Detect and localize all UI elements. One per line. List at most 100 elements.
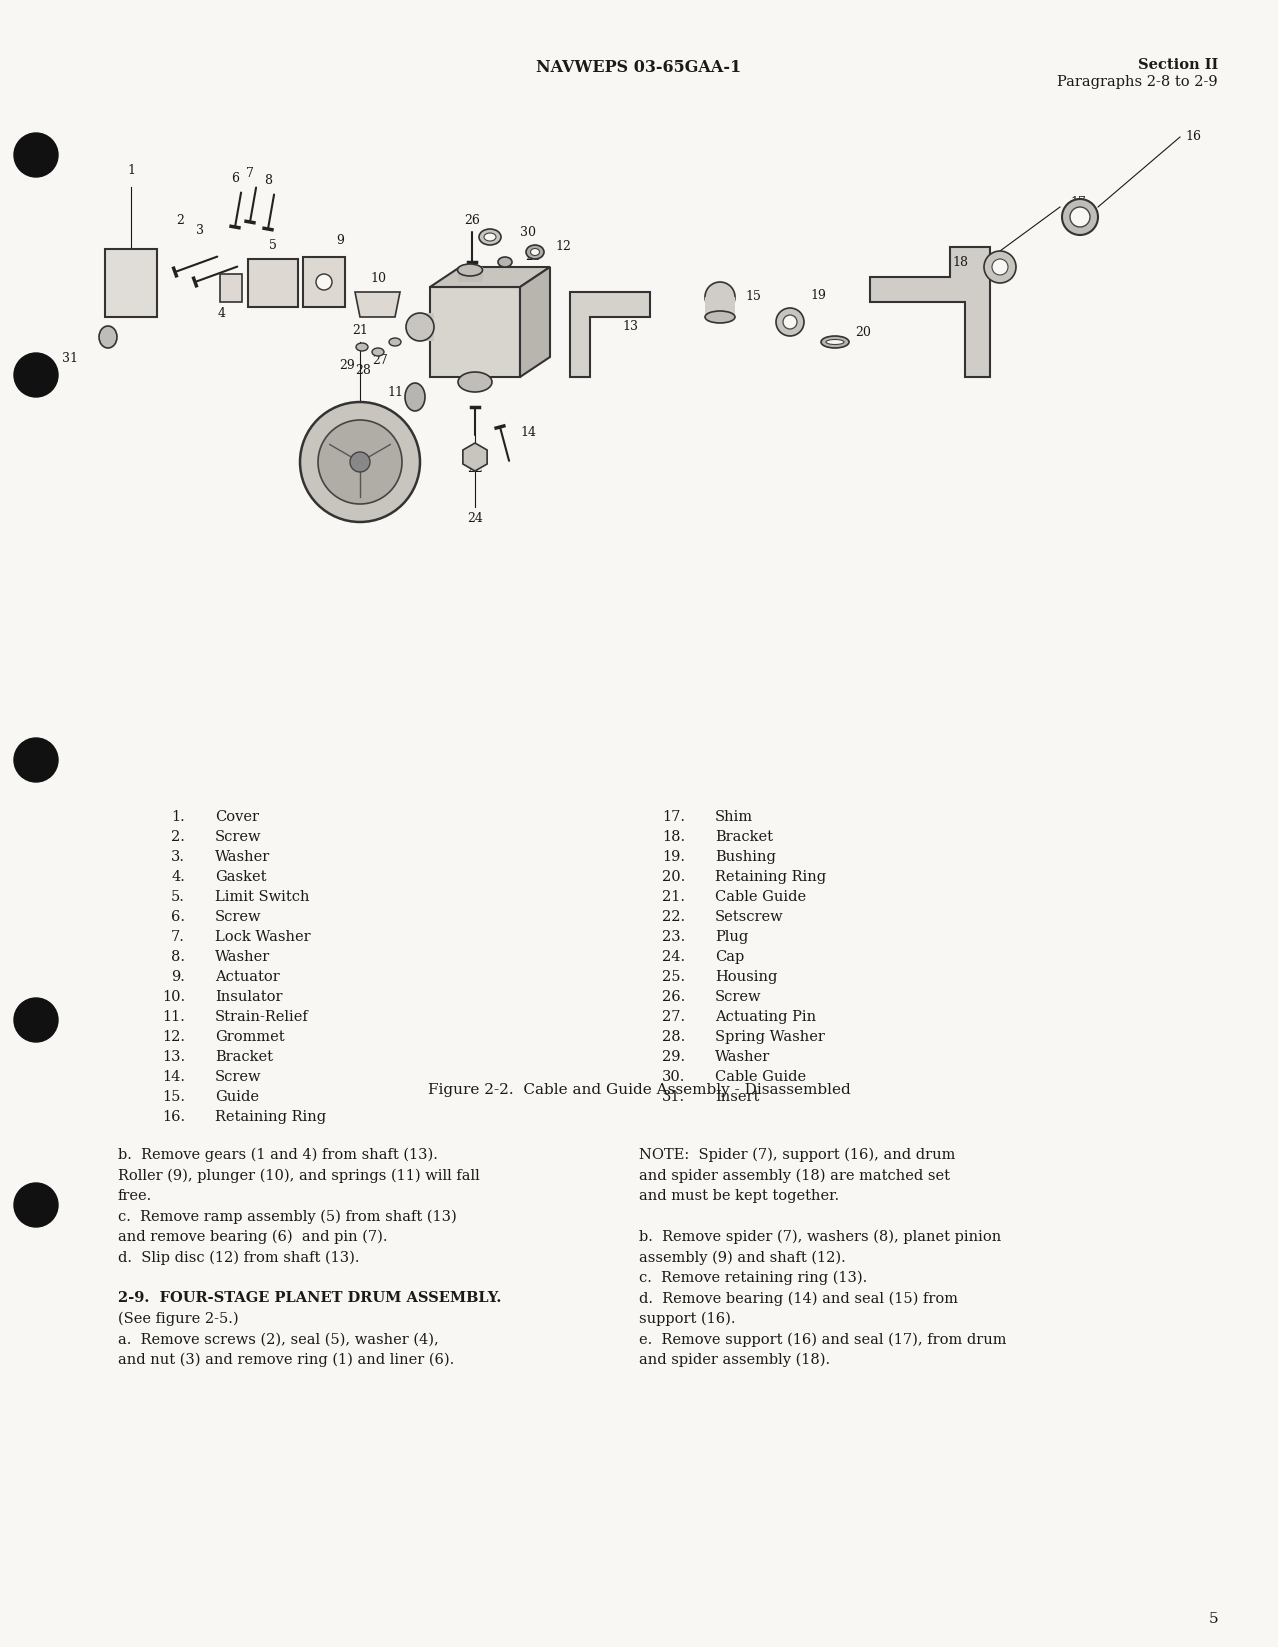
- Text: Screw: Screw: [714, 990, 762, 1005]
- Text: 9.: 9.: [171, 970, 185, 983]
- Bar: [705, 296, 735, 316]
- Text: free.: free.: [118, 1189, 152, 1202]
- Bar: [70, 100, 1210, 530]
- Text: Housing: Housing: [714, 970, 777, 983]
- Text: 26: 26: [464, 214, 481, 227]
- Circle shape: [14, 1183, 58, 1227]
- Polygon shape: [463, 443, 487, 471]
- Text: 21: 21: [351, 324, 368, 338]
- Text: Cable Guide: Cable Guide: [714, 1071, 806, 1084]
- Text: Strain-Relief: Strain-Relief: [215, 1010, 309, 1024]
- Ellipse shape: [527, 245, 544, 259]
- Text: and remove bearing (6)  and pin (7).: and remove bearing (6) and pin (7).: [118, 1230, 387, 1245]
- Text: 15: 15: [745, 290, 760, 303]
- Bar: [420, 313, 435, 341]
- Ellipse shape: [479, 229, 501, 245]
- Text: Grommet: Grommet: [215, 1029, 285, 1044]
- Bar: [220, 273, 242, 301]
- Text: Section II: Section II: [1137, 58, 1218, 72]
- Text: 15.: 15.: [162, 1090, 185, 1103]
- Text: Bracket: Bracket: [714, 830, 773, 843]
- Text: 10.: 10.: [162, 990, 185, 1005]
- Text: Figure 2-2.  Cable and Guide Assembly - Disassembled: Figure 2-2. Cable and Guide Assembly - D…: [428, 1084, 850, 1097]
- Text: 31: 31: [63, 352, 78, 366]
- Text: Limit Switch: Limit Switch: [215, 889, 309, 904]
- Text: 6: 6: [231, 171, 239, 184]
- Text: 11.: 11.: [162, 1010, 185, 1024]
- Text: 1.: 1.: [171, 810, 185, 824]
- Ellipse shape: [705, 311, 735, 323]
- Text: 8.: 8.: [171, 950, 185, 963]
- Text: 3: 3: [196, 224, 204, 237]
- Text: Washer: Washer: [714, 1051, 771, 1064]
- Text: 7.: 7.: [171, 931, 185, 944]
- Text: 28.: 28.: [662, 1029, 685, 1044]
- Text: Retaining Ring: Retaining Ring: [215, 1110, 326, 1123]
- Text: 24.: 24.: [662, 950, 685, 963]
- Text: 30: 30: [520, 226, 535, 239]
- Text: 10: 10: [371, 272, 386, 285]
- Text: Guide: Guide: [215, 1090, 259, 1103]
- Text: NOTE:  Spider (7), support (16), and drum: NOTE: Spider (7), support (16), and drum: [639, 1148, 956, 1163]
- Text: 18: 18: [952, 255, 967, 268]
- Text: 20.: 20.: [662, 870, 685, 884]
- Circle shape: [350, 451, 371, 473]
- Text: 1: 1: [127, 165, 135, 176]
- Text: (See figure 2-5.): (See figure 2-5.): [118, 1313, 239, 1326]
- Text: 20: 20: [855, 326, 870, 339]
- Text: 22: 22: [468, 463, 483, 474]
- Text: 3.: 3.: [171, 850, 185, 865]
- Text: assembly (9) and shaft (12).: assembly (9) and shaft (12).: [639, 1250, 846, 1265]
- Circle shape: [14, 738, 58, 782]
- Text: 29.: 29.: [662, 1051, 685, 1064]
- Text: Bracket: Bracket: [215, 1051, 273, 1064]
- Polygon shape: [429, 267, 550, 287]
- Text: 24: 24: [466, 512, 483, 525]
- Text: 19.: 19.: [662, 850, 685, 865]
- Ellipse shape: [783, 315, 797, 329]
- Text: Gasket: Gasket: [215, 870, 267, 884]
- Polygon shape: [429, 287, 520, 377]
- Text: Screw: Screw: [215, 830, 262, 843]
- Text: and spider assembly (18).: and spider assembly (18).: [639, 1352, 831, 1367]
- Text: 28: 28: [355, 364, 371, 377]
- Text: 14.: 14.: [162, 1071, 185, 1084]
- Text: 13: 13: [622, 321, 638, 333]
- Polygon shape: [570, 292, 651, 377]
- Text: 30.: 30.: [662, 1071, 685, 1084]
- Ellipse shape: [98, 326, 118, 348]
- Ellipse shape: [458, 264, 483, 277]
- Polygon shape: [520, 267, 550, 377]
- Ellipse shape: [820, 336, 849, 348]
- Text: 27: 27: [372, 354, 389, 367]
- Text: Insulator: Insulator: [215, 990, 282, 1005]
- Text: Screw: Screw: [215, 1071, 262, 1084]
- Text: 31.: 31.: [662, 1090, 685, 1103]
- Circle shape: [14, 133, 58, 176]
- Text: Actuator: Actuator: [215, 970, 280, 983]
- Text: 5: 5: [270, 239, 277, 252]
- Text: Bushing: Bushing: [714, 850, 776, 865]
- Text: 16.: 16.: [162, 1110, 185, 1123]
- Text: 22.: 22.: [662, 911, 685, 924]
- Text: d.  Remove bearing (14) and seal (15) from: d. Remove bearing (14) and seal (15) fro…: [639, 1291, 958, 1306]
- Ellipse shape: [389, 338, 401, 346]
- Text: Washer: Washer: [215, 950, 270, 963]
- Text: 26.: 26.: [662, 990, 685, 1005]
- Text: 4.: 4.: [171, 870, 185, 884]
- Ellipse shape: [405, 384, 426, 412]
- Text: d.  Slip disc (12) from shaft (13).: d. Slip disc (12) from shaft (13).: [118, 1250, 359, 1265]
- Text: Paragraphs 2-8 to 2-9: Paragraphs 2-8 to 2-9: [1057, 76, 1218, 89]
- Text: Retaining Ring: Retaining Ring: [714, 870, 826, 884]
- Circle shape: [14, 352, 58, 397]
- Text: 2: 2: [176, 214, 184, 227]
- Text: 2-9.  FOUR-STAGE PLANET DRUM ASSEMBLY.: 2-9. FOUR-STAGE PLANET DRUM ASSEMBLY.: [118, 1291, 501, 1306]
- Ellipse shape: [530, 249, 539, 255]
- Ellipse shape: [406, 313, 435, 341]
- Text: Cover: Cover: [215, 810, 259, 824]
- Text: Insert: Insert: [714, 1090, 759, 1103]
- Ellipse shape: [357, 343, 368, 351]
- Text: 25.: 25.: [662, 970, 685, 983]
- Ellipse shape: [498, 257, 512, 267]
- Text: 19: 19: [810, 288, 826, 301]
